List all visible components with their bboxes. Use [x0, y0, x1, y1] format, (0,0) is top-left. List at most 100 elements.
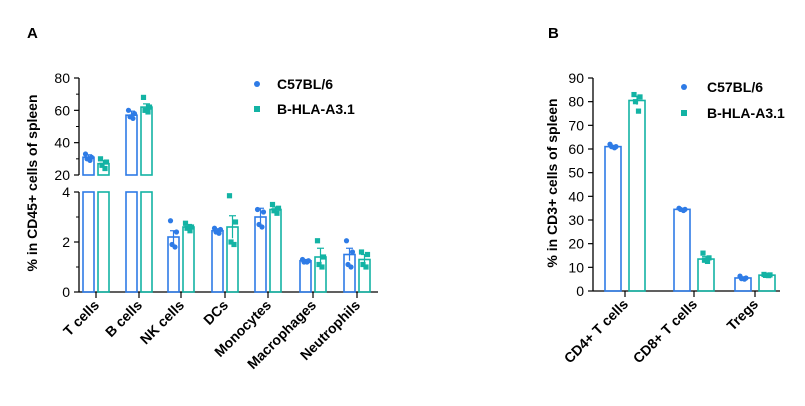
data-point — [145, 109, 151, 115]
y-tick-label: 20 — [568, 236, 584, 252]
data-point — [611, 145, 618, 151]
panel-b-label: B — [548, 25, 559, 42]
legend-c57-marker — [681, 84, 687, 90]
category-label: Tregs — [723, 296, 761, 334]
y-tick-label: 10 — [568, 259, 584, 275]
data-point — [360, 261, 366, 268]
data-point — [173, 229, 180, 235]
data-point — [254, 206, 261, 213]
data-point — [187, 228, 193, 234]
y-tick-label: 20 — [54, 167, 70, 183]
legend-c57-marker — [254, 81, 260, 87]
y-tick-label: 90 — [568, 70, 584, 86]
data-point — [320, 254, 327, 260]
data-point — [319, 264, 325, 270]
y-tick-label: 2 — [62, 234, 70, 250]
data-point — [631, 91, 637, 98]
data-point — [231, 241, 237, 248]
legend-hla-label: B-HLA-A3.1 — [707, 105, 785, 121]
data-point — [103, 159, 110, 165]
y-tick-label: 70 — [568, 117, 584, 133]
y-tick-label: 30 — [568, 212, 584, 228]
data-point — [706, 255, 712, 261]
data-point — [269, 201, 276, 208]
bar — [299, 259, 312, 293]
data-point — [167, 218, 174, 224]
data-point — [130, 115, 136, 122]
y-tick-label: 60 — [568, 141, 584, 157]
data-point — [182, 220, 189, 226]
data-point — [146, 104, 153, 110]
bar-lower-segment — [82, 191, 95, 293]
legend-c57-label: C57BL/6 — [277, 76, 333, 92]
bar-upper-segment — [125, 114, 138, 176]
data-point — [635, 108, 642, 114]
category-label: DCs — [200, 297, 231, 328]
data-point — [216, 230, 222, 236]
category-label: T cells — [60, 297, 102, 339]
data-point — [271, 208, 277, 214]
bar — [182, 226, 195, 293]
data-point — [364, 251, 371, 258]
panel-b-legend: C57BL/6 B-HLA-A3.1 — [681, 79, 785, 121]
bar-upper-segment — [140, 106, 153, 176]
data-point — [358, 249, 365, 255]
y-tick-label: 50 — [568, 165, 584, 181]
legend-hla-marker — [254, 106, 260, 112]
y-tick-label: 40 — [54, 135, 70, 151]
data-point — [188, 224, 195, 230]
data-point — [125, 107, 132, 113]
data-point — [226, 193, 233, 199]
panel-a-legend: C57BL/6 B-HLA-A3.1 — [254, 76, 355, 117]
y-tick-label: 60 — [54, 102, 70, 118]
legend-hla-label: B-HLA-A3.1 — [277, 101, 355, 117]
data-point — [260, 209, 267, 215]
bar-lower-segment — [125, 191, 138, 293]
data-point — [700, 250, 706, 256]
y-tick-label: 80 — [568, 94, 584, 110]
data-point — [304, 259, 310, 265]
data-point — [348, 264, 354, 270]
data-point — [316, 261, 322, 268]
data-point — [82, 151, 89, 157]
category-label: CD4+ T cells — [561, 296, 632, 367]
data-point — [259, 224, 265, 230]
panel-a-y-axis-title: % in CD45+ cells of spleen — [24, 94, 40, 271]
data-point — [637, 94, 643, 100]
data-point — [704, 258, 711, 265]
data-point — [102, 165, 108, 172]
y-tick-label: 4 — [62, 184, 70, 200]
data-point — [701, 257, 708, 263]
data-point — [680, 207, 687, 214]
data-point — [228, 239, 234, 245]
data-point — [184, 225, 190, 231]
data-point — [762, 272, 769, 278]
panel-b-y-axis-title: % in CD3+ cells of spleen — [544, 98, 560, 267]
bar — [269, 208, 282, 293]
data-point — [140, 94, 147, 100]
data-point — [314, 238, 321, 244]
bar — [211, 229, 224, 293]
data-point — [765, 273, 772, 279]
data-point — [363, 264, 369, 270]
data-point — [274, 210, 280, 216]
data-point — [275, 205, 282, 211]
category-label: NK cells — [137, 297, 188, 348]
y-tick-label: 80 — [54, 70, 70, 86]
data-point — [349, 249, 356, 255]
data-point — [97, 156, 104, 162]
y-tick-label: 0 — [576, 283, 584, 299]
data-point — [131, 110, 138, 117]
legend-c57-label: C57BL/6 — [707, 79, 763, 95]
data-point — [87, 157, 93, 164]
data-point — [343, 238, 350, 244]
bar-lower-segment — [97, 191, 110, 293]
category-label: CD8+ T cells — [630, 296, 701, 367]
y-tick-label: 0 — [62, 284, 70, 300]
data-point — [142, 107, 148, 113]
data-point — [99, 162, 105, 168]
data-point — [172, 244, 178, 250]
bar — [604, 145, 622, 292]
legend-hla-marker — [681, 110, 687, 116]
